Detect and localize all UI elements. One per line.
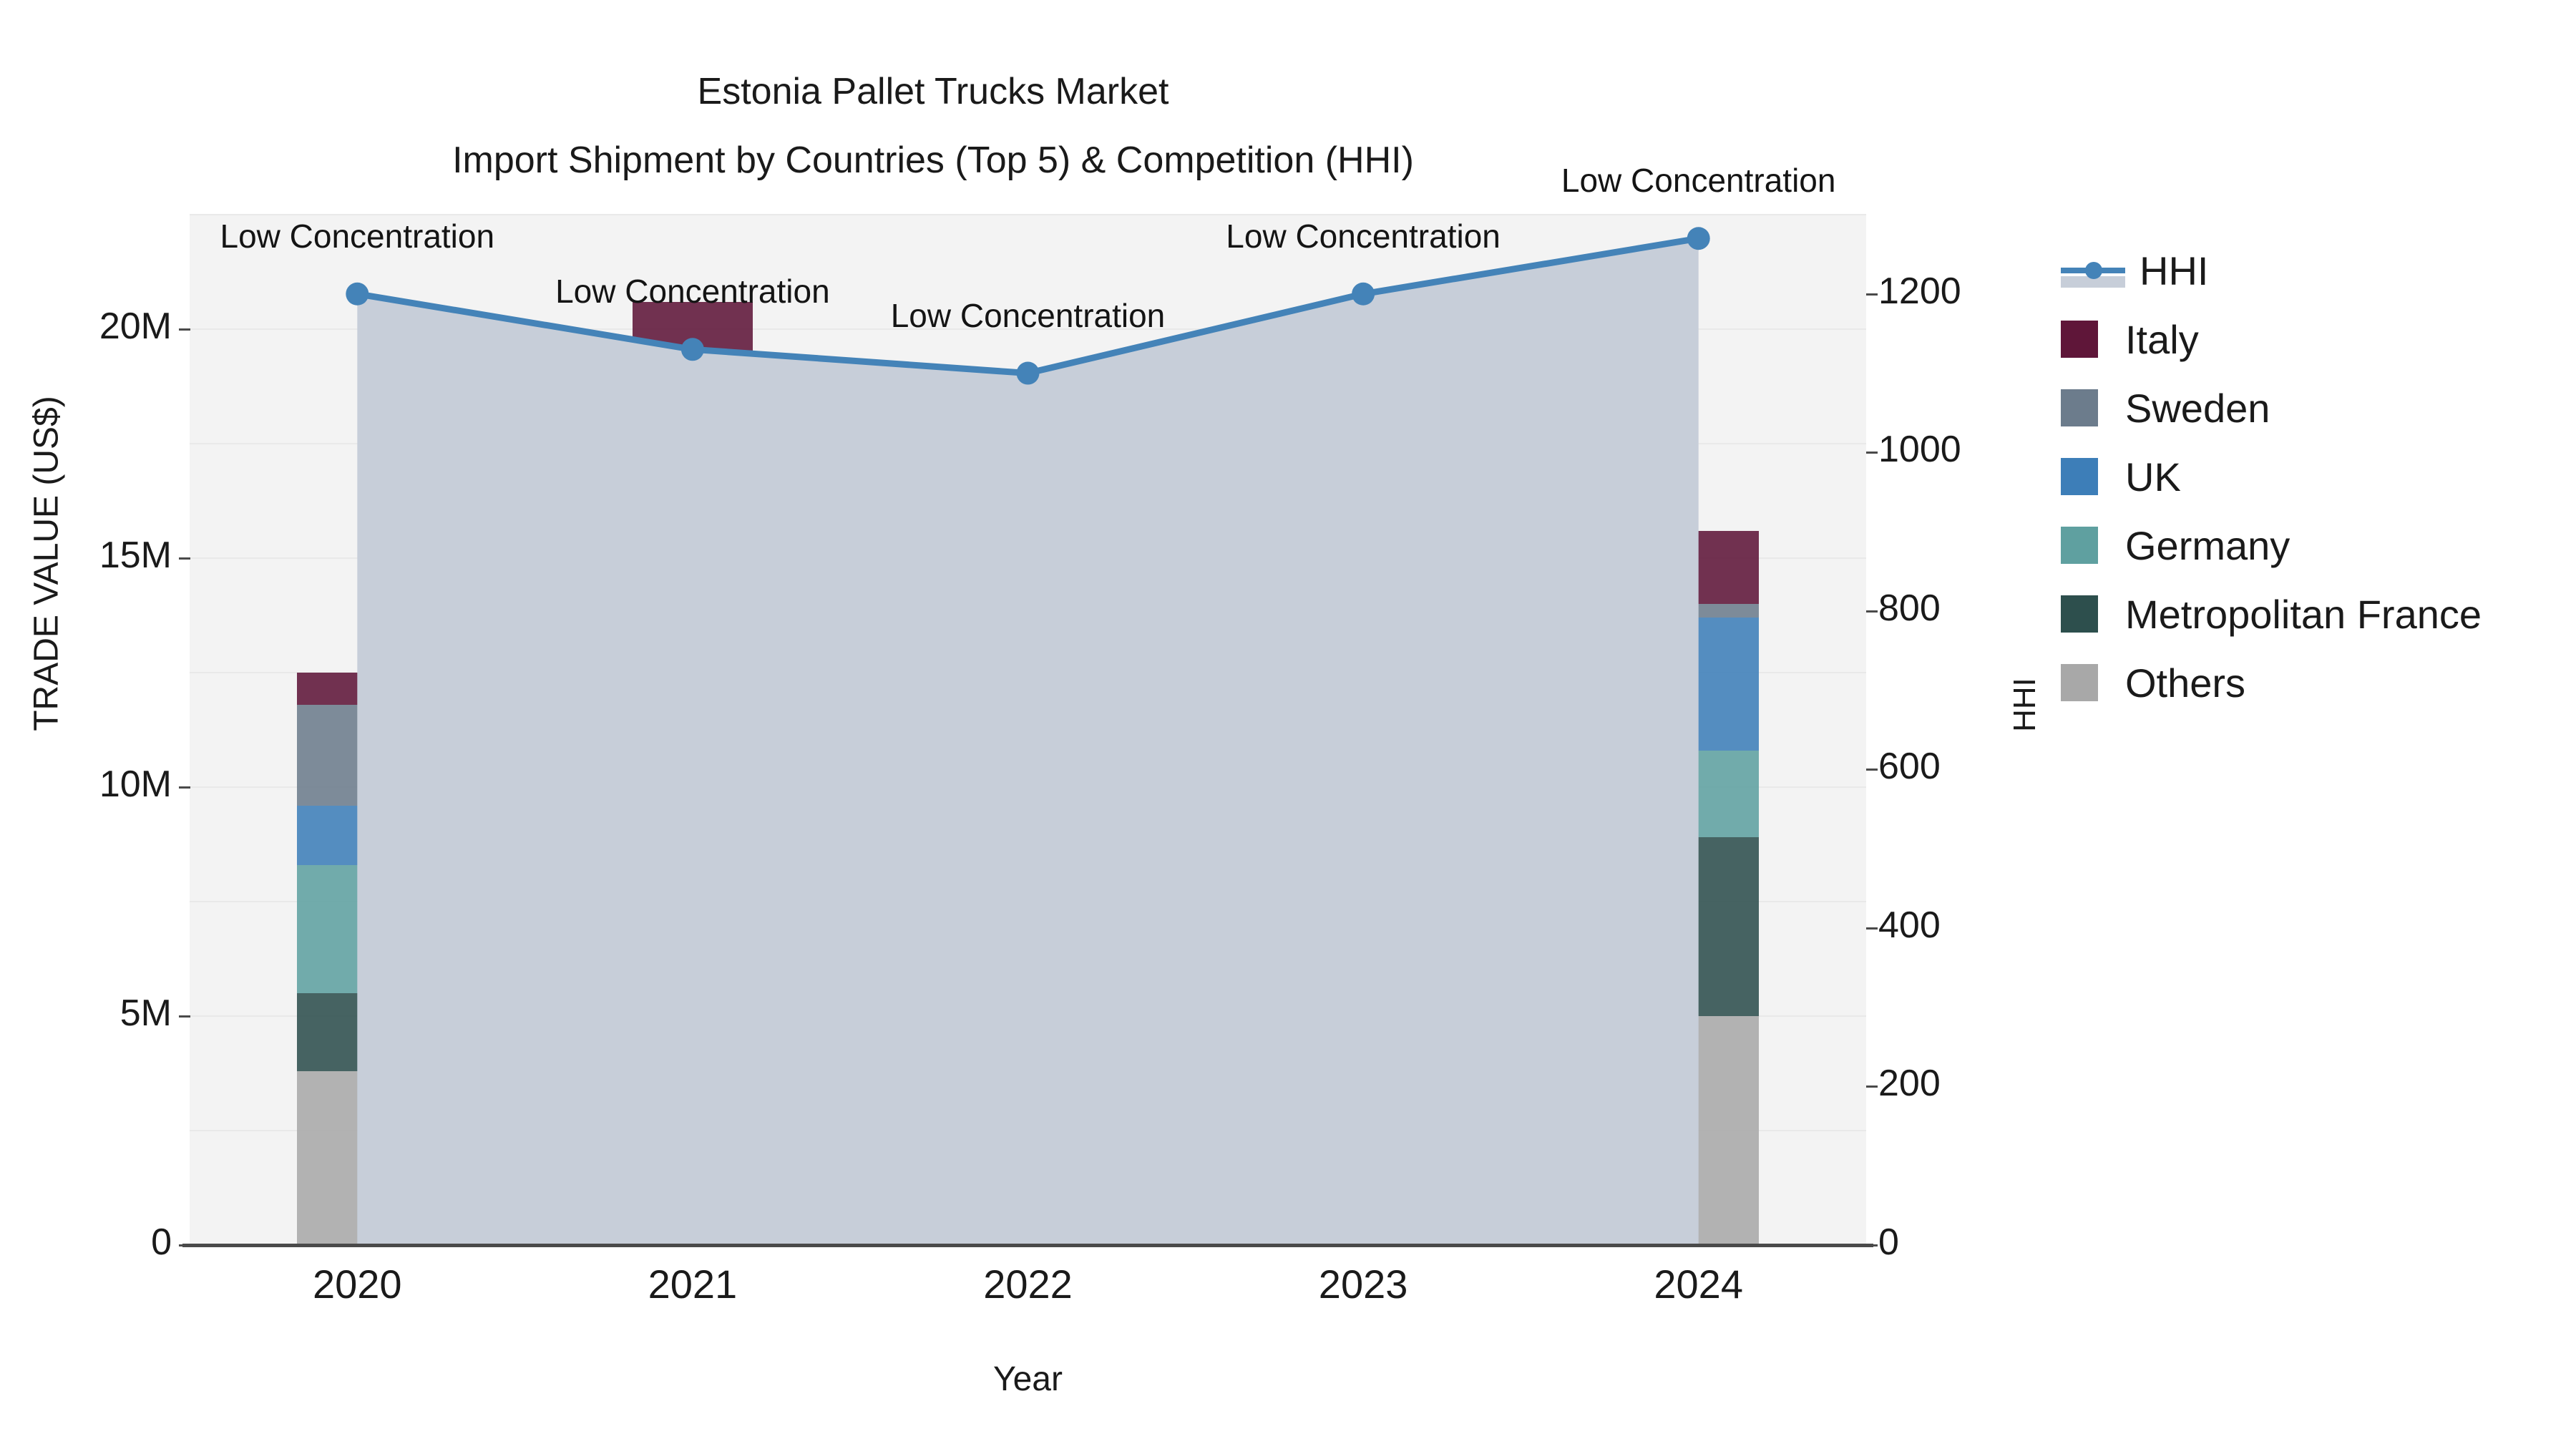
legend-item-label: Metropolitan France	[2125, 591, 2482, 637]
chart-title: Estonia Pallet Trucks Market Import Ship…	[0, 57, 1866, 195]
legend-line-dot	[2085, 262, 2102, 279]
legend-item-label: Italy	[2125, 316, 2199, 362]
y-axis-right-tickmark	[1866, 769, 1878, 771]
x-axis-tick-2020: 2020	[313, 1262, 402, 1307]
legend-item-hhi[interactable]: HHI	[2061, 236, 2562, 305]
y-axis-right-tick-800: 800	[1878, 587, 1941, 629]
y-axis-left-tickmark	[179, 786, 190, 789]
hhi-annotation-2024: Low Concentration	[1561, 162, 1836, 200]
chart-title-line-2: Import Shipment by Countries (Top 5) & C…	[452, 140, 1414, 181]
y-axis-right-tick-0: 0	[1878, 1221, 1899, 1263]
x-axis-tick-2023: 2023	[1318, 1262, 1408, 1307]
legend-swatch-icon	[2061, 458, 2098, 495]
legend-swatch-icon	[2061, 527, 2098, 564]
legend-swatch-icon	[2061, 321, 2098, 358]
y-axis-right-tick-1200: 1200	[1878, 270, 1961, 312]
hhi-annotation-2020: Low Concentration	[220, 217, 495, 255]
y-axis-right-tick-1000: 1000	[1878, 429, 1961, 471]
y-axis-right-tickmark	[1866, 452, 1878, 454]
hhi-annotation-2021: Low Concentration	[555, 273, 830, 311]
y-axis-right-tick-200: 200	[1878, 1063, 1941, 1105]
x-axis-tick-2024: 2024	[1654, 1262, 1743, 1307]
hhi-annotation-2023: Low Concentration	[1226, 217, 1501, 255]
y-axis-left-tick-15M: 15M	[99, 535, 172, 576]
y-axis-left-tickmark	[179, 328, 190, 331]
legend-item-metropolitan-france[interactable]: Metropolitan France	[2061, 580, 2562, 648]
legend-swatch-icon	[2061, 595, 2098, 633]
y-axis-right-tickmark	[1866, 927, 1878, 930]
x-axis-line	[182, 1244, 1873, 1247]
y-axis-right-tickmark	[1866, 1244, 1878, 1246]
plot-area	[190, 214, 1866, 1246]
legend-item-others[interactable]: Others	[2061, 648, 2562, 717]
hhi-area-fill	[357, 238, 1699, 1245]
y-axis-left-tick-5M: 5M	[119, 992, 172, 1034]
y-axis-left-tickmark	[179, 1015, 190, 1018]
legend-item-label: Sweden	[2125, 385, 2270, 431]
hhi-area-and-line	[357, 238, 1699, 1245]
hhi-annotation-2022: Low Concentration	[890, 296, 1166, 334]
y-axis-right-title: HHI	[2007, 678, 2042, 732]
y-axis-left-tick-10M: 10M	[99, 763, 172, 805]
legend-item-label: Germany	[2125, 522, 2290, 568]
y-axis-right-tick-600: 600	[1878, 746, 1941, 788]
y-axis-left-title: TRADE VALUE (US$)	[27, 396, 66, 731]
x-axis-tick-2021: 2021	[648, 1262, 738, 1307]
chart-title-line-1: Estonia Pallet Trucks Market	[697, 71, 1169, 112]
legend-swatch-icon	[2061, 389, 2098, 426]
y-axis-right-tickmark	[1866, 610, 1878, 613]
y-axis-left-tick-0: 0	[151, 1221, 172, 1263]
y-axis-left-tickmark	[179, 557, 190, 560]
legend-item-uk[interactable]: UK	[2061, 442, 2562, 511]
legend-item-italy[interactable]: Italy	[2061, 305, 2562, 374]
gridline	[190, 214, 1866, 215]
legend-area-band	[2061, 276, 2125, 288]
legend-item-label: UK	[2125, 454, 2181, 499]
legend-item-label: Others	[2125, 660, 2246, 706]
legend-item-label: HHI	[2140, 248, 2209, 293]
y-axis-left-tick-20M: 20M	[99, 306, 172, 347]
x-axis-tick-2022: 2022	[983, 1262, 1073, 1307]
x-axis-title: Year	[993, 1360, 1063, 1398]
y-axis-right-tickmark	[1866, 1085, 1878, 1088]
legend-swatch-icon	[2061, 664, 2098, 701]
y-axis-left-tickmark	[179, 1244, 190, 1246]
y-axis-right-tick-400: 400	[1878, 904, 1941, 946]
legend: HHI Italy Sweden UK Germany Metropolitan Fran…	[2061, 236, 2562, 717]
legend-item-germany[interactable]: Germany	[2061, 511, 2562, 580]
y-axis-right-tickmark	[1866, 293, 1878, 296]
legend-line-icon	[2061, 252, 2125, 289]
legend-item-sweden[interactable]: Sweden	[2061, 374, 2562, 442]
